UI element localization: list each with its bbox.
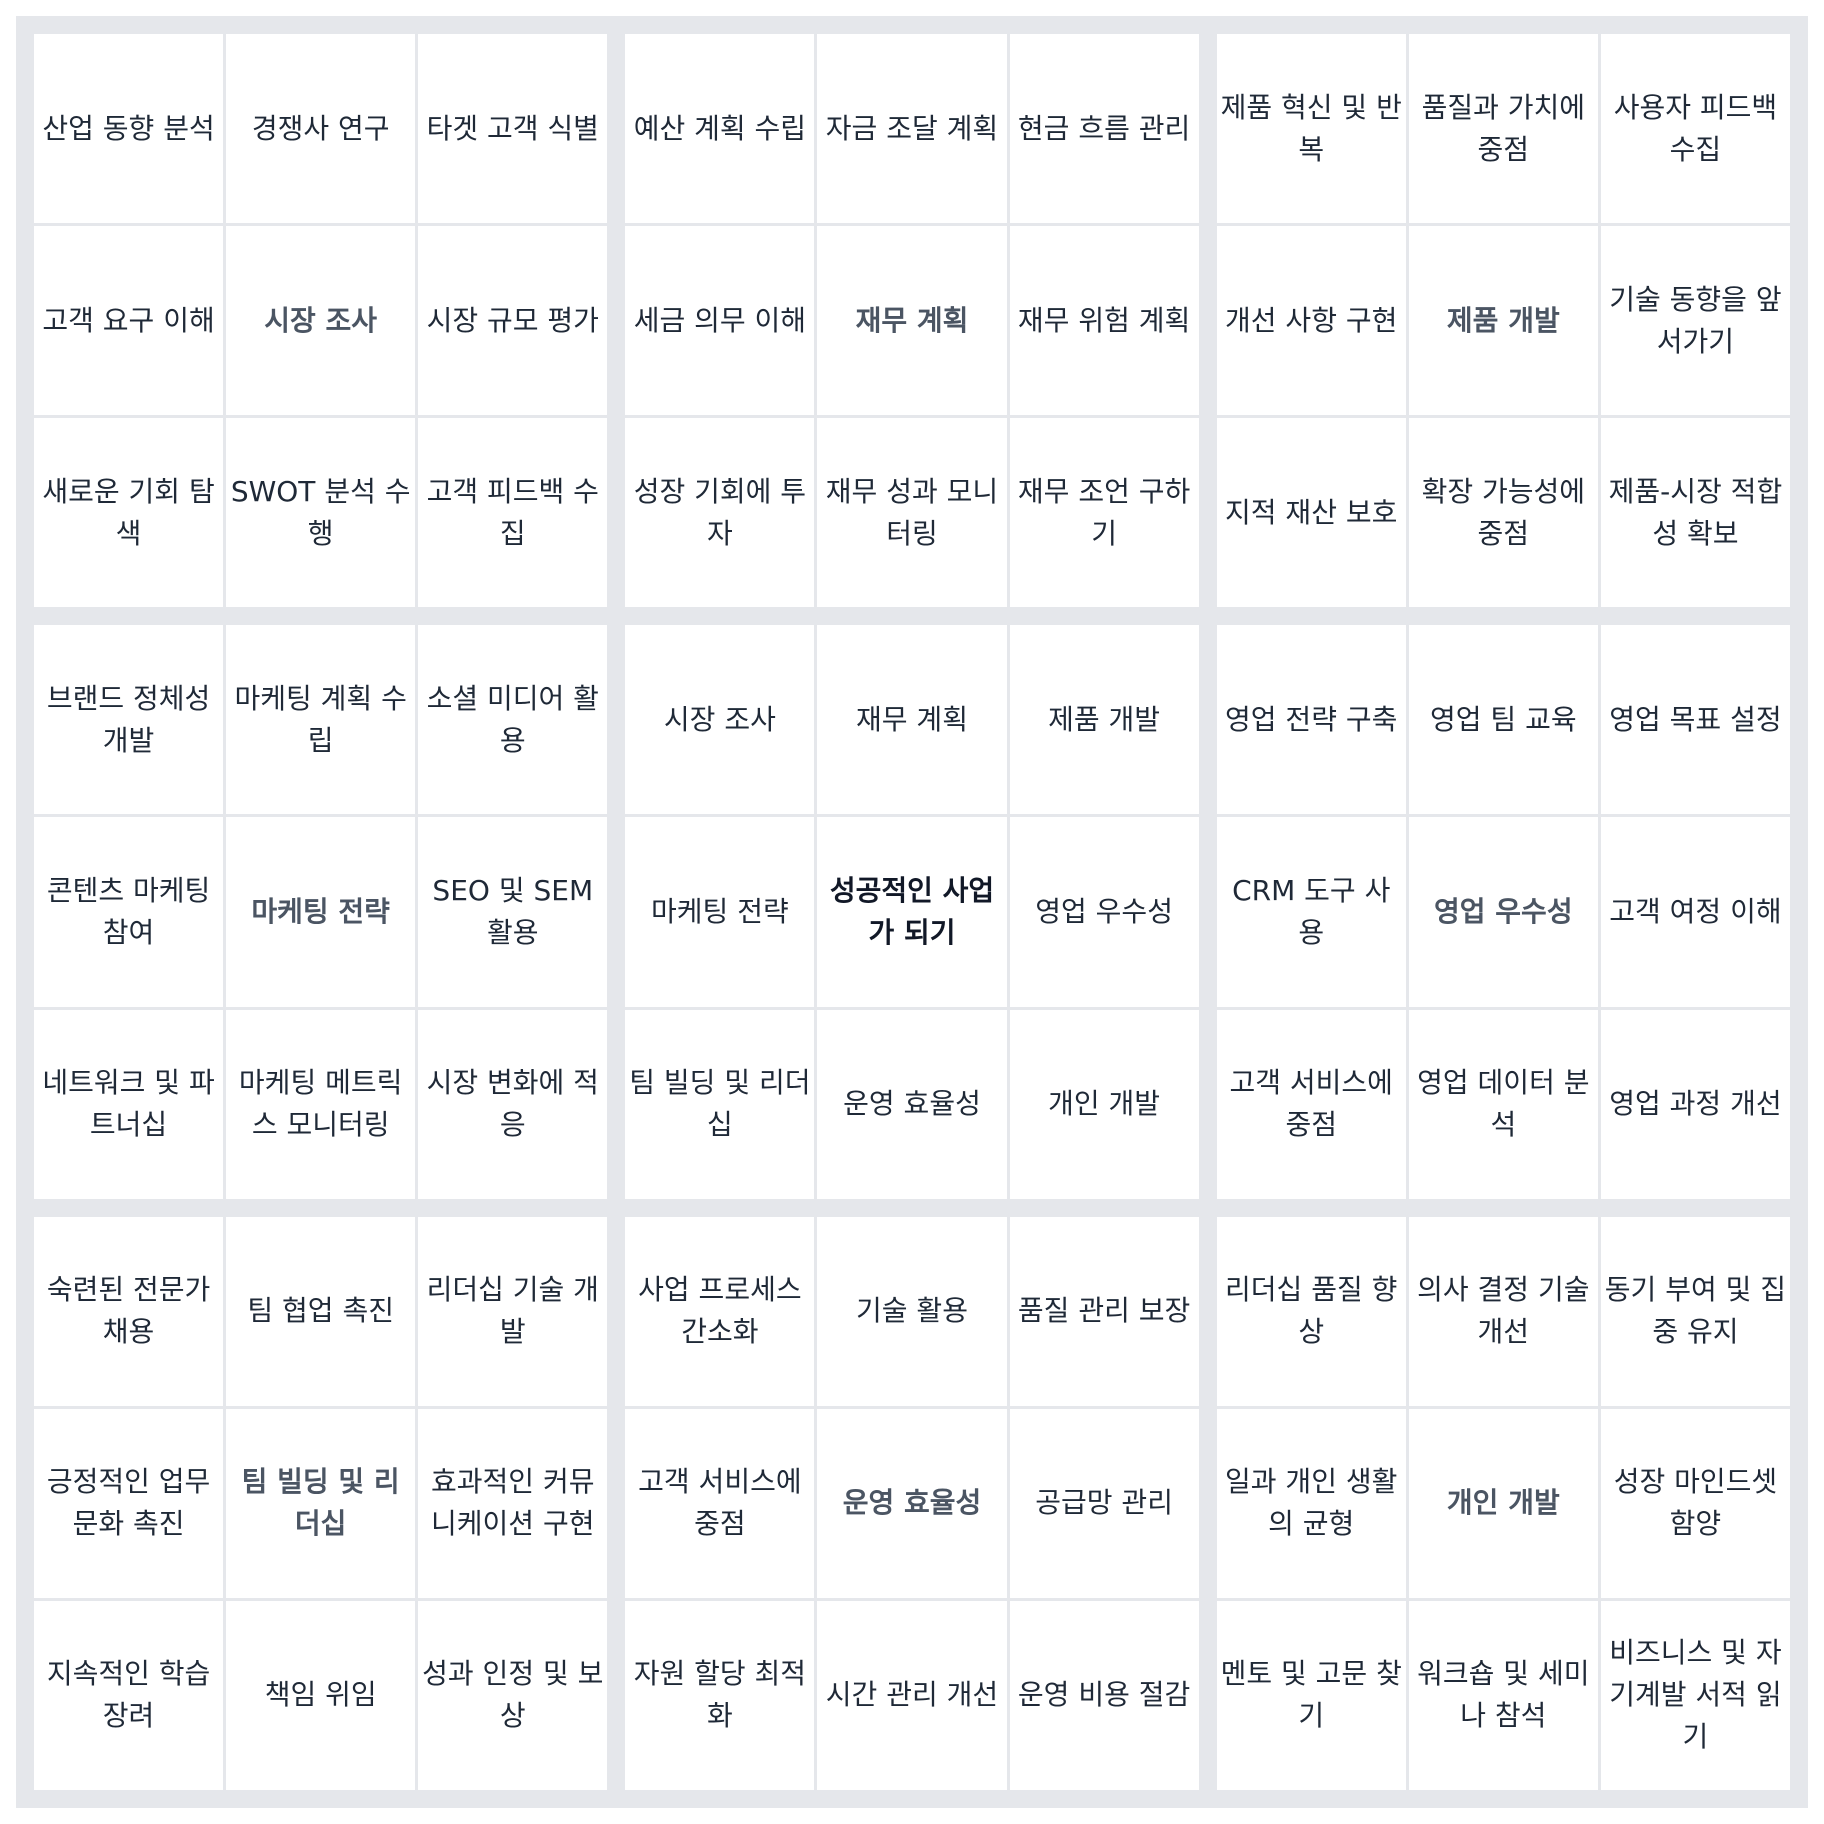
grid-cell: 네트워크 및 파트너십 — [34, 1009, 224, 1199]
grid-cell: 효과적인 커뮤니케이션 구현 — [418, 1408, 608, 1598]
grid-cell: 리더십 품질 향상 — [1216, 1216, 1406, 1406]
grid-cell: 제품 혁신 및 반복 — [1216, 34, 1406, 224]
grid-cell: CRM 도구 사용 — [1216, 817, 1406, 1007]
grid-cell: 재무 계획 — [817, 625, 1007, 815]
grid-cell: 고객 피드백 수집 — [418, 418, 608, 608]
grid-cell: 기술 동향을 앞서가기 — [1600, 226, 1790, 416]
sub-goal-cell: 운영 효율성 — [817, 1408, 1007, 1598]
grid-cell: 영업 전략 구축 — [1216, 625, 1406, 815]
grid-cell: 자금 조달 계획 — [817, 34, 1007, 224]
grid-cell: 확장 가능성에 중점 — [1408, 418, 1598, 608]
grid-cell: 콘텐츠 마케팅 참여 — [34, 817, 224, 1007]
grid-cell: 운영 효율성 — [817, 1009, 1007, 1199]
grid-cell: 제품 개발 — [1009, 625, 1199, 815]
block-team-leadership: 숙련된 전문가 채용 팀 협업 촉진 리더십 기술 개발 긍정적인 업무 문화 … — [34, 1216, 608, 1790]
grid-cell: 시장 조사 — [625, 625, 815, 815]
block-marketing-strategy: 브랜드 정체성 개발 마케팅 계획 수립 소셜 미디어 활용 콘텐츠 마케팅 참… — [34, 625, 608, 1199]
grid-cell: 영업 과정 개선 — [1600, 1009, 1790, 1199]
grid-cell: 품질 관리 보장 — [1009, 1216, 1199, 1406]
grid-cell: 멘토 및 고문 찾기 — [1216, 1600, 1406, 1790]
sub-goal-cell: 시장 조사 — [226, 226, 416, 416]
grid-cell: 고객 서비스에 중점 — [625, 1408, 815, 1598]
grid-cell: 사용자 피드백 수집 — [1600, 34, 1790, 224]
sub-goal-cell: 개인 개발 — [1408, 1408, 1598, 1598]
grid-cell: 마케팅 전략 — [625, 817, 815, 1007]
grid-cell: 산업 동향 분석 — [34, 34, 224, 224]
block-operational-efficiency: 사업 프로세스 간소화 기술 활용 품질 관리 보장 고객 서비스에 중점 운영… — [625, 1216, 1199, 1790]
grid-cell: 고객 요구 이해 — [34, 226, 224, 416]
grid-cell: 예산 계획 수립 — [625, 34, 815, 224]
sub-goal-cell: 마케팅 전략 — [226, 817, 416, 1007]
grid-cell: 타겟 고객 식별 — [418, 34, 608, 224]
grid-cell: 팀 협업 촉진 — [226, 1216, 416, 1406]
grid-cell: 세금 의무 이해 — [625, 226, 815, 416]
grid-cell: 제품-시장 적합성 확보 — [1600, 418, 1790, 608]
grid-cell: 동기 부여 및 집중 유지 — [1600, 1216, 1790, 1406]
grid-cell: 지속적인 학습 장려 — [34, 1600, 224, 1790]
grid-cell: 시장 규모 평가 — [418, 226, 608, 416]
grid-cell: 자원 할당 최적화 — [625, 1600, 815, 1790]
main-goal-cell: 성공적인 사업가 되기 — [817, 817, 1007, 1007]
block-market-research: 산업 동향 분석 경쟁사 연구 타겟 고객 식별 고객 요구 이해 시장 조사 … — [34, 34, 608, 608]
grid-cell: 워크숍 및 세미나 참석 — [1408, 1600, 1598, 1790]
block-product-development: 제품 혁신 및 반복 품질과 가치에 중점 사용자 피드백 수집 개선 사항 구… — [1216, 34, 1790, 608]
grid-cell: 소셜 미디어 활용 — [418, 625, 608, 815]
grid-cell: 사업 프로세스 간소화 — [625, 1216, 815, 1406]
grid-cell: 경쟁사 연구 — [226, 34, 416, 224]
grid-cell: 품질과 가치에 중점 — [1408, 34, 1598, 224]
grid-cell: 의사 결정 기술 개선 — [1408, 1216, 1598, 1406]
grid-cell: 영업 목표 설정 — [1600, 625, 1790, 815]
grid-cell: 비즈니스 및 자기계발 서적 읽기 — [1600, 1600, 1790, 1790]
grid-cell: 마케팅 메트릭스 모니터링 — [226, 1009, 416, 1199]
grid-cell: 책임 위임 — [226, 1600, 416, 1790]
grid-cell: 일과 개인 생활의 균형 — [1216, 1408, 1406, 1598]
block-sales-excellence: 영업 전략 구축 영업 팀 교육 영업 목표 설정 CRM 도구 사용 영업 우… — [1216, 625, 1790, 1199]
grid-cell: 재무 조언 구하기 — [1009, 418, 1199, 608]
grid-cell: 재무 성과 모니터링 — [817, 418, 1007, 608]
grid-cell: 긍정적인 업무 문화 촉진 — [34, 1408, 224, 1598]
grid-cell: 숙련된 전문가 채용 — [34, 1216, 224, 1406]
grid-cell: 공급망 관리 — [1009, 1408, 1199, 1598]
grid-cell: 영업 데이터 분석 — [1408, 1009, 1598, 1199]
grid-cell: 고객 서비스에 중점 — [1216, 1009, 1406, 1199]
mandala-chart: 산업 동향 분석 경쟁사 연구 타겟 고객 식별 고객 요구 이해 시장 조사 … — [16, 16, 1808, 1808]
grid-cell: 성장 기회에 투자 — [625, 418, 815, 608]
grid-cell: 영업 우수성 — [1009, 817, 1199, 1007]
sub-goal-cell: 팀 빌딩 및 리더십 — [226, 1408, 416, 1598]
grid-cell: 현금 흐름 관리 — [1009, 34, 1199, 224]
grid-cell: 재무 위험 계획 — [1009, 226, 1199, 416]
grid-cell: 개선 사항 구현 — [1216, 226, 1406, 416]
block-financial-planning: 예산 계획 수립 자금 조달 계획 현금 흐름 관리 세금 의무 이해 재무 계… — [625, 34, 1199, 608]
grid-cell: 성장 마인드셋 함양 — [1600, 1408, 1790, 1598]
grid-cell: 새로운 기회 탐색 — [34, 418, 224, 608]
grid-cell: 개인 개발 — [1009, 1009, 1199, 1199]
grid-cell: 브랜드 정체성 개발 — [34, 625, 224, 815]
grid-cell: 시간 관리 개선 — [817, 1600, 1007, 1790]
grid-cell: 성과 인정 및 보상 — [418, 1600, 608, 1790]
sub-goal-cell: 재무 계획 — [817, 226, 1007, 416]
sub-goal-cell: 제품 개발 — [1408, 226, 1598, 416]
block-central-goal: 시장 조사 재무 계획 제품 개발 마케팅 전략 성공적인 사업가 되기 영업 … — [625, 625, 1199, 1199]
block-personal-development: 리더십 품질 향상 의사 결정 기술 개선 동기 부여 및 집중 유지 일과 개… — [1216, 1216, 1790, 1790]
grid-cell: 고객 여정 이해 — [1600, 817, 1790, 1007]
grid-cell: 기술 활용 — [817, 1216, 1007, 1406]
grid-cell: 리더십 기술 개발 — [418, 1216, 608, 1406]
sub-goal-cell: 영업 우수성 — [1408, 817, 1598, 1007]
grid-cell: SWOT 분석 수행 — [226, 418, 416, 608]
grid-cell: 운영 비용 절감 — [1009, 1600, 1199, 1790]
grid-cell: 팀 빌딩 및 리더십 — [625, 1009, 815, 1199]
grid-cell: 영업 팀 교육 — [1408, 625, 1598, 815]
grid-cell: 시장 변화에 적응 — [418, 1009, 608, 1199]
grid-cell: 지적 재산 보호 — [1216, 418, 1406, 608]
grid-cell: SEO 및 SEM 활용 — [418, 817, 608, 1007]
grid-cell: 마케팅 계획 수립 — [226, 625, 416, 815]
